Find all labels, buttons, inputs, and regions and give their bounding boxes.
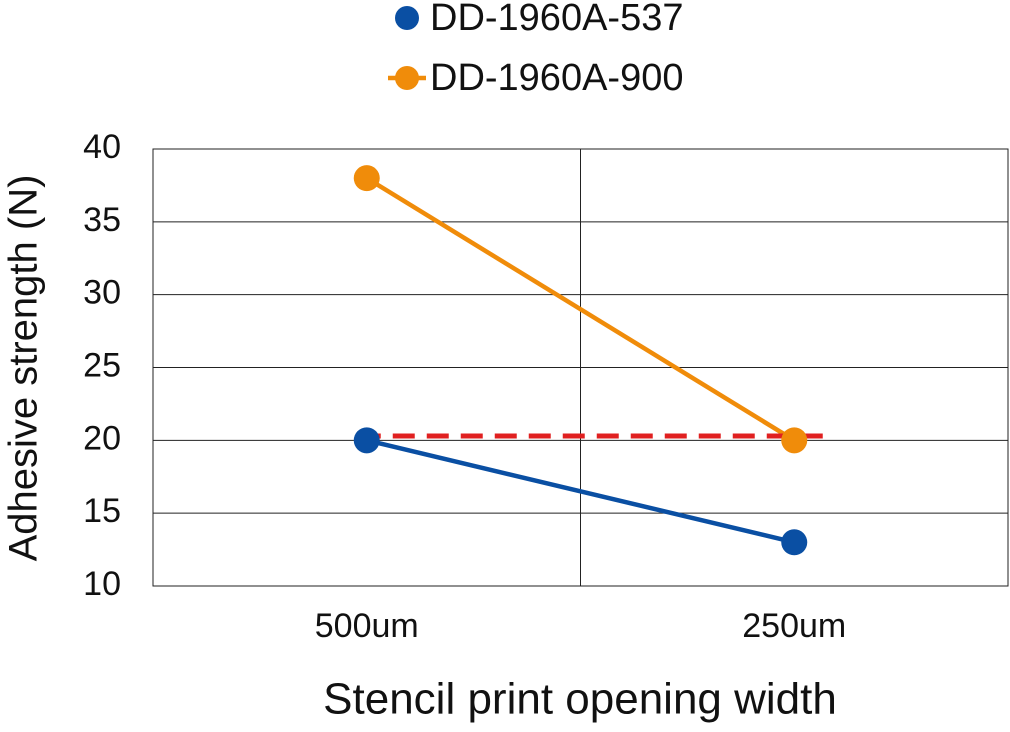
y-axis-title: Adhesive strength (N): [2, 175, 46, 562]
y-tick-label: 30: [83, 274, 121, 312]
y-tick-label: 10: [83, 565, 121, 603]
y-tick-label: 25: [83, 346, 121, 384]
y-tick-label: 20: [83, 419, 121, 457]
x-tick-label: 500um: [315, 607, 419, 645]
y-tick-label: 35: [83, 201, 121, 239]
y-tick-label: 40: [83, 128, 121, 166]
data-point: [353, 165, 380, 192]
data-point: [781, 529, 808, 556]
x-tick-label: 250um: [742, 607, 846, 645]
legend-marker: [395, 6, 419, 30]
legend-label: DD-1960A-900: [430, 57, 683, 99]
legend-label: DD-1960A-537: [430, 0, 683, 39]
data-point: [781, 427, 808, 454]
y-tick-label: 15: [83, 492, 121, 530]
legend-marker: [395, 66, 419, 90]
data-point: [353, 427, 380, 454]
x-axis-title: Stencil print opening width: [323, 675, 837, 724]
series-line: [365, 176, 796, 443]
series-line: [366, 438, 795, 545]
